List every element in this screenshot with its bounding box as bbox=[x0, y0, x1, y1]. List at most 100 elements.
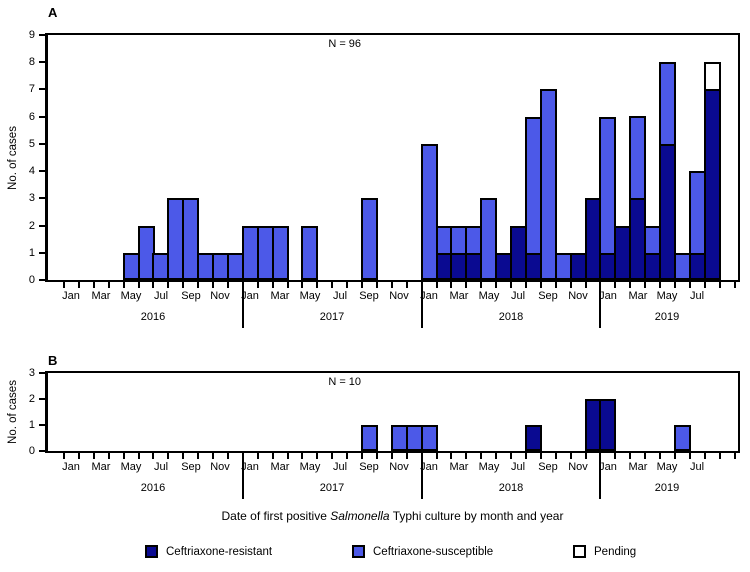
x-axis-tick bbox=[480, 453, 482, 459]
month-tick-label: Jul bbox=[153, 461, 169, 473]
x-axis-tick bbox=[674, 282, 676, 288]
month-tick-label: Nov bbox=[210, 290, 230, 302]
x-axis-tick bbox=[78, 282, 80, 288]
x-axis-tick bbox=[525, 282, 527, 288]
bar-2018-05-susceptible bbox=[480, 198, 497, 280]
y-axis-tick bbox=[39, 170, 45, 172]
y-tick-label: 3 bbox=[28, 192, 35, 204]
x-axis-tick bbox=[138, 453, 140, 459]
x-axis-tick bbox=[63, 282, 65, 288]
legend-label: Pending bbox=[594, 545, 637, 558]
bar-2016-09-susceptible bbox=[182, 198, 199, 280]
x-axis-tick bbox=[227, 453, 229, 459]
x-axis-tick bbox=[257, 282, 259, 288]
bar-2017-05-susceptible bbox=[301, 226, 318, 280]
panel-a-plot: N = 96 bbox=[45, 33, 740, 282]
month-tick-label: Sep bbox=[181, 461, 201, 473]
x-axis-tick bbox=[734, 282, 736, 288]
x-axis-tick bbox=[406, 453, 408, 459]
x-axis-title-italic: Salmonella bbox=[330, 509, 390, 523]
x-axis-tick bbox=[257, 453, 259, 459]
x-axis-tick bbox=[212, 282, 214, 288]
x-axis-tick bbox=[287, 453, 289, 459]
x-axis-tick bbox=[361, 453, 363, 459]
bar-2018-01-susceptible bbox=[421, 425, 438, 451]
y-tick-label: 0 bbox=[28, 274, 35, 286]
bar-2018-08-resistant bbox=[525, 425, 542, 451]
x-axis-tick bbox=[540, 453, 542, 459]
month-tick-label: May bbox=[478, 461, 500, 473]
month-tick-label: May bbox=[120, 290, 142, 302]
bar-2017-09-susceptible bbox=[361, 198, 378, 280]
x-axis-tick bbox=[287, 282, 289, 288]
bar-2019-06-susceptible bbox=[674, 425, 691, 451]
x-axis-tick bbox=[331, 453, 333, 459]
x-axis-tick bbox=[212, 453, 214, 459]
month-tick-label: Nov bbox=[568, 290, 588, 302]
bar-2017-03-susceptible bbox=[272, 226, 289, 280]
x-axis-tick bbox=[689, 282, 691, 288]
month-tick-label: Jul bbox=[510, 290, 526, 302]
x-axis-tick bbox=[78, 453, 80, 459]
month-tick-label: Jan bbox=[62, 290, 80, 302]
legend-swatch-pending bbox=[573, 545, 586, 558]
month-tick-label: Jan bbox=[599, 461, 617, 473]
x-axis-tick bbox=[436, 282, 438, 288]
x-axis-tick bbox=[659, 282, 661, 288]
x-axis-tick bbox=[376, 282, 378, 288]
year-label: 2017 bbox=[319, 482, 345, 494]
panel-b-label: B bbox=[48, 353, 58, 368]
y-tick-label: 6 bbox=[28, 111, 35, 123]
x-axis-tick bbox=[197, 453, 199, 459]
x-axis-tick bbox=[689, 453, 691, 459]
legend-label: Ceftriaxone-resistant bbox=[166, 545, 273, 558]
x-axis-tick bbox=[301, 453, 303, 459]
y-axis-tick bbox=[39, 88, 45, 90]
x-axis-tick bbox=[123, 453, 125, 459]
y-axis-tick bbox=[39, 450, 45, 452]
x-axis-tick bbox=[629, 282, 631, 288]
y-tick-label: 2 bbox=[28, 220, 35, 232]
month-tick-label: Sep bbox=[359, 290, 379, 302]
month-tick-label: Mar bbox=[449, 461, 469, 473]
bar-2017-09-susceptible bbox=[361, 425, 378, 451]
x-axis-tick bbox=[734, 453, 736, 459]
year-label: 2019 bbox=[654, 311, 680, 323]
legend-item-susceptible: Ceftriaxone-susceptible bbox=[352, 545, 493, 558]
x-axis-tick bbox=[659, 453, 661, 459]
y-tick-label: 4 bbox=[28, 165, 35, 177]
x-axis-tick bbox=[391, 453, 393, 459]
panel-a-annotation: N = 96 bbox=[328, 38, 362, 50]
month-tick-label: May bbox=[656, 461, 678, 473]
x-axis-tick bbox=[167, 453, 169, 459]
x-axis-tick bbox=[138, 282, 140, 288]
x-axis-tick bbox=[450, 453, 452, 459]
month-tick-label: Jan bbox=[62, 461, 80, 473]
y-axis-tick bbox=[39, 252, 45, 254]
x-axis-tick bbox=[197, 282, 199, 288]
x-axis-tick bbox=[406, 282, 408, 288]
x-axis-tick bbox=[272, 282, 274, 288]
x-axis-tick bbox=[152, 453, 154, 459]
bar-2019-01-susceptible bbox=[599, 117, 616, 255]
legend-swatch-resistant bbox=[145, 545, 158, 558]
month-tick-label: May bbox=[299, 461, 321, 473]
bar-2019-08-pending bbox=[704, 62, 721, 91]
x-axis-tick bbox=[272, 453, 274, 459]
x-axis-tick bbox=[108, 453, 110, 459]
x-axis-tick bbox=[93, 282, 95, 288]
x-axis-tick bbox=[510, 282, 512, 288]
bar-2019-03-susceptible bbox=[629, 116, 646, 200]
y-axis-tick bbox=[39, 143, 45, 145]
x-axis-tick bbox=[436, 453, 438, 459]
month-tick-label: Jan bbox=[420, 461, 438, 473]
x-axis-tick bbox=[346, 282, 348, 288]
month-tick-label: Mar bbox=[91, 290, 111, 302]
bar-2019-01-resistant bbox=[599, 399, 616, 451]
y-axis-tick bbox=[39, 424, 45, 426]
x-axis-tick bbox=[525, 453, 527, 459]
x-axis-tick bbox=[570, 282, 572, 288]
legend-swatch-susceptible bbox=[352, 545, 365, 558]
month-tick-label: May bbox=[120, 461, 142, 473]
y-tick-label: 9 bbox=[28, 29, 35, 41]
